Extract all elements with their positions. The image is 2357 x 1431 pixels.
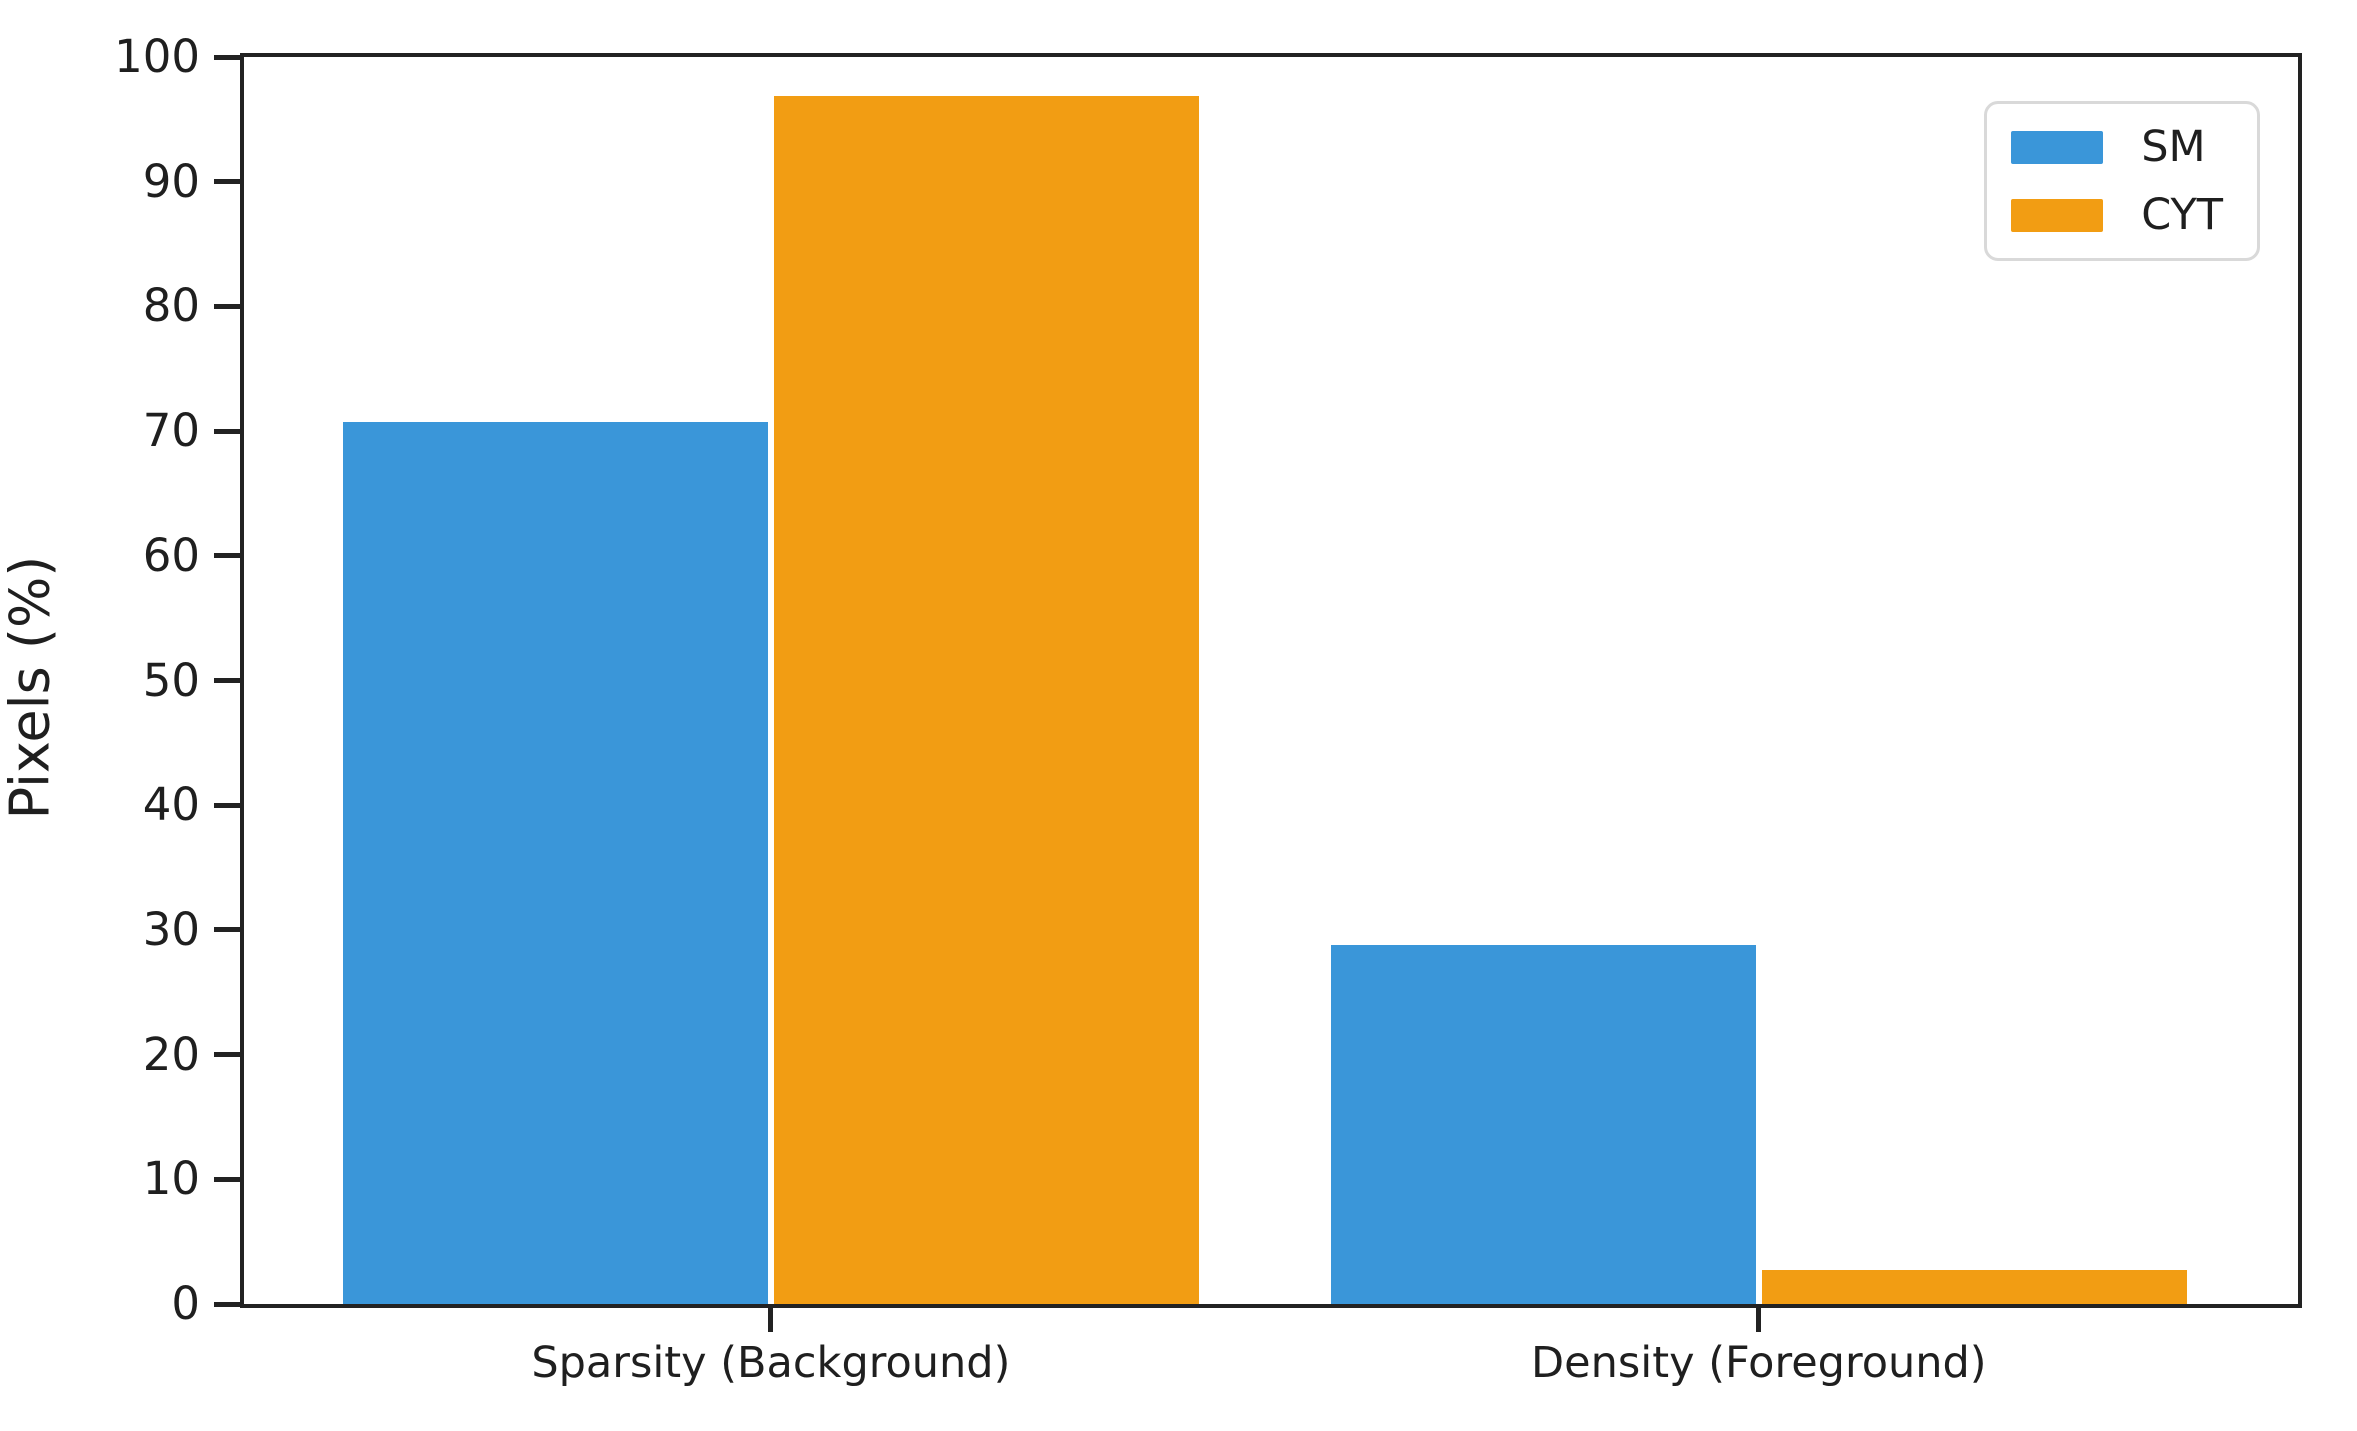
x-tick-mark-0 (768, 1308, 774, 1332)
y-tick-mark-100 (214, 54, 240, 60)
bar-cyt-0 (773, 95, 1199, 1304)
y-tick-label-20: 20 (142, 1027, 200, 1081)
legend-label-sm: SM (2141, 122, 2206, 172)
bar-sm-1 (1330, 944, 1756, 1304)
legend-item-sm: SM (2011, 122, 2223, 172)
x-tick-label-0: Sparsity (Background) (531, 1338, 1011, 1388)
y-tick-label-30: 30 (142, 902, 200, 956)
y-tick-label-50: 50 (142, 653, 200, 707)
y-tick-mark-50 (214, 678, 240, 683)
y-tick-mark-40 (214, 802, 240, 808)
y-tick-mark-30 (214, 927, 240, 933)
legend-label-cyt: CYT (2141, 190, 2223, 240)
y-tick-mark-10 (214, 1176, 240, 1182)
y-tick-label-40: 40 (142, 778, 200, 832)
legend-swatch-cyt (2011, 198, 2104, 232)
y-tick-mark-20 (214, 1052, 240, 1058)
y-tick-label-80: 80 (142, 279, 200, 333)
legend-item-cyt: CYT (2011, 190, 2223, 240)
y-tick-label-90: 90 (142, 154, 200, 208)
y-tick-mark-70 (214, 428, 240, 434)
plot-area: SM CYT (240, 53, 2302, 1308)
legend-swatch-sm (2011, 130, 2104, 164)
y-tick-label-10: 10 (142, 1152, 200, 1206)
y-tick-label-60: 60 (142, 528, 200, 582)
y-tick-mark-80 (214, 303, 240, 309)
bar-sm-0 (342, 422, 768, 1304)
y-tick-label-0: 0 (171, 1277, 200, 1330)
bar-cyt-1 (1761, 1270, 2187, 1304)
x-tick-mark-1 (1756, 1308, 1762, 1332)
y-tick-label-70: 70 (142, 404, 200, 458)
y-tick-mark-60 (214, 553, 240, 559)
legend: SM CYT (1984, 101, 2260, 261)
y-tick-mark-90 (214, 179, 240, 185)
y-tick-mark-0 (214, 1301, 240, 1307)
x-tick-label-1: Density (Foreground) (1531, 1338, 1987, 1388)
y-tick-label-100: 100 (114, 30, 200, 83)
